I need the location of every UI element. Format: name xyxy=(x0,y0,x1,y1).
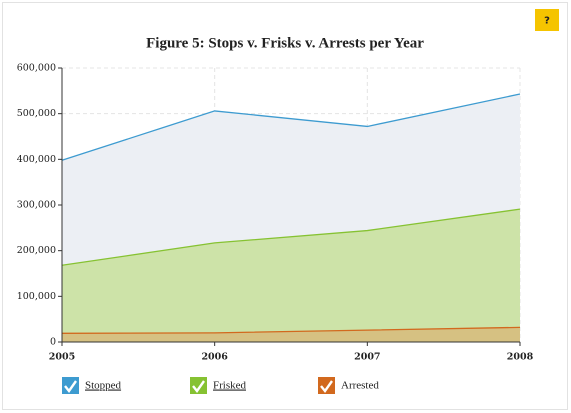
line xyxy=(61,326,521,334)
y-tick-label: 600,000 xyxy=(17,63,56,74)
x-tick-label: 2006 xyxy=(201,352,228,363)
legend-check[interactable] xyxy=(192,380,205,394)
line xyxy=(61,208,521,266)
y-tick-label: 300,000 xyxy=(17,200,56,211)
area xyxy=(62,327,520,342)
legend-label[interactable]: Frisked xyxy=(213,380,247,392)
legend-checkbox[interactable] xyxy=(62,377,79,394)
help-button[interactable] xyxy=(535,9,559,31)
legend-checkbox[interactable] xyxy=(318,377,335,394)
legend-label[interactable]: Arrested xyxy=(341,380,379,392)
y-tick-label: 200,000 xyxy=(17,245,56,256)
x-tick-label: 2005 xyxy=(49,352,75,363)
area xyxy=(62,209,520,342)
x-tick-label: 2008 xyxy=(507,352,534,363)
legend-check[interactable] xyxy=(64,380,77,394)
line xyxy=(61,93,521,161)
chart-title: Figure 5: Stops v. Frisks v. Arrests per… xyxy=(146,35,424,51)
y-tick-label: 500,000 xyxy=(17,108,56,119)
y-tick-label: 0 xyxy=(50,337,56,348)
help-label[interactable]: ? xyxy=(544,16,550,27)
legend-label[interactable]: Stopped xyxy=(85,380,122,392)
x-tick-label: 2007 xyxy=(354,352,380,363)
legend-checkbox[interactable] xyxy=(190,377,207,394)
y-tick-label: 400,000 xyxy=(17,154,56,165)
legend-check[interactable] xyxy=(320,380,333,394)
y-tick-label: 100,000 xyxy=(17,291,56,302)
